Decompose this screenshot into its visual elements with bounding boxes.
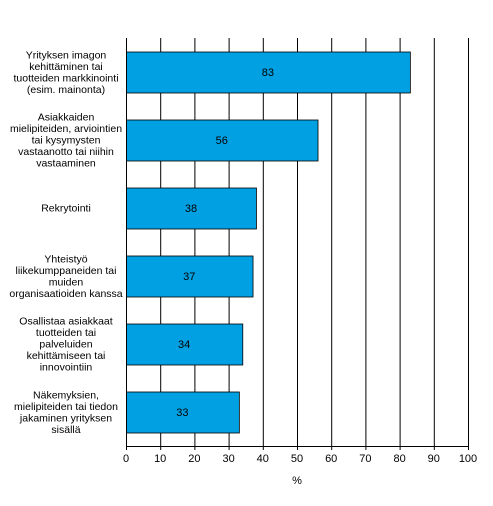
x-axis-title: % [292,475,302,487]
bar-value-label: 34 [178,339,190,351]
x-tick-label: 70 [359,453,371,465]
x-tick-label: 60 [325,453,337,465]
x-tick-label: 30 [222,453,234,465]
x-tick-label: 50 [291,453,303,465]
category-label: Rekrytointi [41,203,91,215]
x-tick-labels: 0 10 20 30 40 50 60 70 80 90 100 [123,446,477,465]
category-label: Asiakkaiden mielipiteiden, arviointien tai… [10,112,122,170]
x-tick-label: 80 [393,453,405,465]
grid-lines [160,38,469,446]
bar-value-label: 83 [262,67,274,79]
bar-value-label: 56 [216,135,228,147]
bar-value-label: 33 [176,407,188,419]
x-tick-label: 40 [257,453,269,465]
x-tick-label: 20 [188,453,200,465]
bar-value-label: 38 [185,203,197,215]
bar-value-labels: 83 56 38 37 34 33 [176,67,274,419]
category-label: Näkemyksien, mielipiteiden tai tiedon jaka… [14,389,118,436]
bar [126,391,240,434]
x-tick-label: 10 [154,453,166,465]
category-label: Osallistaa asiakkaat tuotteiden tai palvel… [19,316,112,374]
category-label: Yhteistyö liikekumppaneiden tai muiden orga… [9,253,122,300]
x-tick-label: 0 [123,453,129,465]
category-label: Yrityksen imagon kehittäminen tai tuotteid… [13,49,118,96]
bar-value-label: 37 [183,271,195,283]
bar [126,51,411,94]
category-labels: Yrityksen imagon kehittäminen tai tuotteid… [9,49,122,436]
bars [126,51,411,434]
x-tick-label: 100 [459,453,477,465]
x-tick-label: 90 [428,453,440,465]
